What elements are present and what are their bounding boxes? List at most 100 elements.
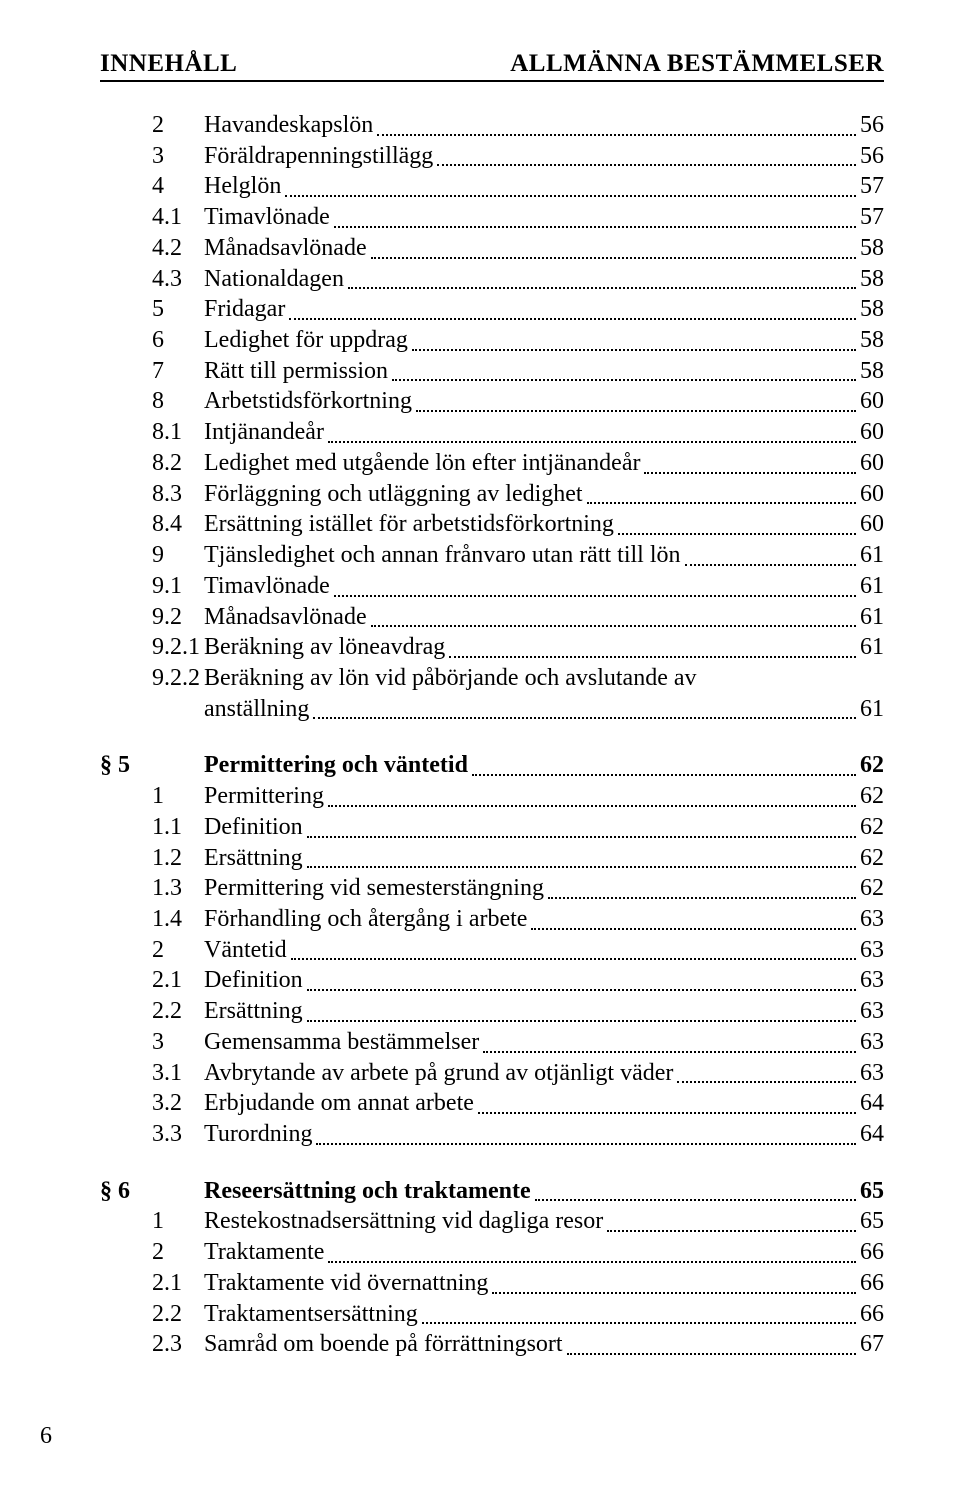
toc-entry-page: 61 <box>860 571 884 602</box>
toc-entry: 2Traktamente66 <box>100 1237 884 1268</box>
toc-entry-number: 8.2 <box>100 448 204 479</box>
toc-leader <box>416 409 856 412</box>
toc-entry-number: 6 <box>100 325 204 356</box>
toc-entry-text: Förläggning och utläggning av ledighet <box>204 479 583 510</box>
toc-leader <box>328 804 856 807</box>
toc-leader <box>371 624 856 627</box>
toc-entry-page: 60 <box>860 509 884 540</box>
toc-section-heading: § 6Reseersättning och traktamente65 <box>100 1176 884 1207</box>
toc-entry-page: 57 <box>860 202 884 233</box>
toc-entry-text: Traktamente vid övernattning <box>204 1268 488 1299</box>
toc-entry: 1.3Permittering vid semesterstängning62 <box>100 873 884 904</box>
toc-entry-number: 8 <box>100 386 204 417</box>
toc-entry-page: 60 <box>860 386 884 417</box>
toc-entry-page: 61 <box>860 694 884 725</box>
toc-entry-page: 60 <box>860 479 884 510</box>
toc-entry-number: 2.3 <box>100 1329 204 1360</box>
toc-entry-page: 63 <box>860 965 884 996</box>
toc-entry-text: Ledighet för uppdrag <box>204 325 408 356</box>
toc-entry-text: Helglön <box>204 171 281 202</box>
toc-entry-number: 8.3 <box>100 479 204 510</box>
toc-leader <box>334 594 856 597</box>
toc-entry: 4Helglön57 <box>100 171 884 202</box>
header-left: INNEHÅLL <box>100 50 237 78</box>
toc-entry: 2.3Samråd om boende på förrättningsort67 <box>100 1329 884 1360</box>
toc-entry-page: 63 <box>860 935 884 966</box>
toc-leader <box>313 716 856 719</box>
toc-entry-number: 1.3 <box>100 873 204 904</box>
toc-entry-page: 63 <box>860 1058 884 1089</box>
toc-entry: 8.3Förläggning och utläggning av ledighe… <box>100 479 884 510</box>
toc-entry-page: 58 <box>860 356 884 387</box>
toc-entry: 2.1Traktamente vid övernattning66 <box>100 1268 884 1299</box>
toc-entry-number: 4.2 <box>100 233 204 264</box>
toc-entry-number: § 5 <box>100 750 204 781</box>
toc-entry: 4.1Timavlönade57 <box>100 202 884 233</box>
toc-entry-number: 2 <box>100 935 204 966</box>
toc-leader <box>392 378 856 381</box>
toc-entry-text: Turordning <box>204 1119 312 1150</box>
toc-leader <box>289 317 856 320</box>
toc-entry-number: 1.4 <box>100 904 204 935</box>
toc-entry-page: 58 <box>860 294 884 325</box>
toc-entry-page: 58 <box>860 325 884 356</box>
toc-entry: 9.2Månadsavlönade61 <box>100 602 884 633</box>
toc-entry: 3.3Turordning 64 <box>100 1119 884 1150</box>
toc-entry-number: 9.2.2 <box>100 663 204 694</box>
toc-entry-number: 3.3 <box>100 1119 204 1150</box>
toc-entry-text: Ersättning istället för arbetstidsförkor… <box>204 509 614 540</box>
toc-entry: 4.2Månadsavlönade58 <box>100 233 884 264</box>
toc-entry-page: 63 <box>860 904 884 935</box>
page: INNEHÅLL ALLMÄNNA BESTÄMMELSER 2Havandes… <box>0 0 960 1486</box>
toc-entry-page: 60 <box>860 417 884 448</box>
toc-entry: 1.1Definition62 <box>100 812 884 843</box>
toc-leader <box>307 988 856 991</box>
toc-entry-page: 67 <box>860 1329 884 1360</box>
toc-entry-text: Traktamentsersättning <box>204 1299 418 1330</box>
toc-entry-text: Permittering och väntetid <box>204 750 468 781</box>
toc-entry-number: 9.2.1 <box>100 632 204 663</box>
toc-entry: 8Arbetstidsförkortning60 <box>100 386 884 417</box>
toc-entry-number: 8.4 <box>100 509 204 540</box>
toc-entry-number: 2.1 <box>100 965 204 996</box>
table-of-contents: 2Havandeskapslön563Föräldrapenningstillä… <box>100 110 884 1360</box>
toc-entry-text: anställning <box>204 694 309 725</box>
toc-leader <box>492 1291 856 1294</box>
toc-entry: 1.4Förhandling och återgång i arbete63 <box>100 904 884 935</box>
toc-entry-text: Havandeskapslön <box>204 110 373 141</box>
toc-leader <box>618 532 856 535</box>
toc-entry-page: 64 <box>860 1119 884 1150</box>
toc-entry-page: 56 <box>860 110 884 141</box>
toc-entry: 3.1Avbrytande av arbete på grund av otjä… <box>100 1058 884 1089</box>
toc-entry-number: 2.1 <box>100 1268 204 1299</box>
toc-entry: 8.2Ledighet med utgående lön efter intjä… <box>100 448 884 479</box>
toc-leader <box>587 501 856 504</box>
toc-entry-text: Tjänsledighet och annan frånvaro utan rä… <box>204 540 681 571</box>
toc-entry-number: 3.1 <box>100 1058 204 1089</box>
toc-entry-page: 61 <box>860 602 884 633</box>
toc-entry-page: 57 <box>860 171 884 202</box>
toc-entry-number: 9.2 <box>100 602 204 633</box>
toc-entry-number: 3 <box>100 141 204 172</box>
toc-entry: 2.2Ersättning63 <box>100 996 884 1027</box>
toc-leader <box>348 286 856 289</box>
toc-leader <box>531 927 856 930</box>
toc-entry-text: Permittering <box>204 781 324 812</box>
toc-entry: 2.1Definition63 <box>100 965 884 996</box>
toc-entry-number: 9 <box>100 540 204 571</box>
toc-leader <box>644 471 856 474</box>
toc-leader <box>307 1019 856 1022</box>
toc-entry-page: 58 <box>860 264 884 295</box>
toc-entry: 9.2.1Beräkning av löneavdrag61 <box>100 632 884 663</box>
toc-entry-text: Permittering vid semesterstängning <box>204 873 544 904</box>
toc-entry-text: Restekostnadsersättning vid dagliga reso… <box>204 1206 603 1237</box>
toc-entry-text: Ersättning <box>204 843 303 874</box>
toc-entry: 5Fridagar58 <box>100 294 884 325</box>
toc-entry-number: 8.1 <box>100 417 204 448</box>
toc-entry: 2Väntetid63 <box>100 935 884 966</box>
toc-entry: 8.4Ersättning istället för arbetstidsför… <box>100 509 884 540</box>
toc-entry-page: 64 <box>860 1088 884 1119</box>
toc-entry-page: 66 <box>860 1299 884 1330</box>
toc-entry: 1Permittering62 <box>100 781 884 812</box>
toc-entry-text: Nationaldagen <box>204 264 344 295</box>
